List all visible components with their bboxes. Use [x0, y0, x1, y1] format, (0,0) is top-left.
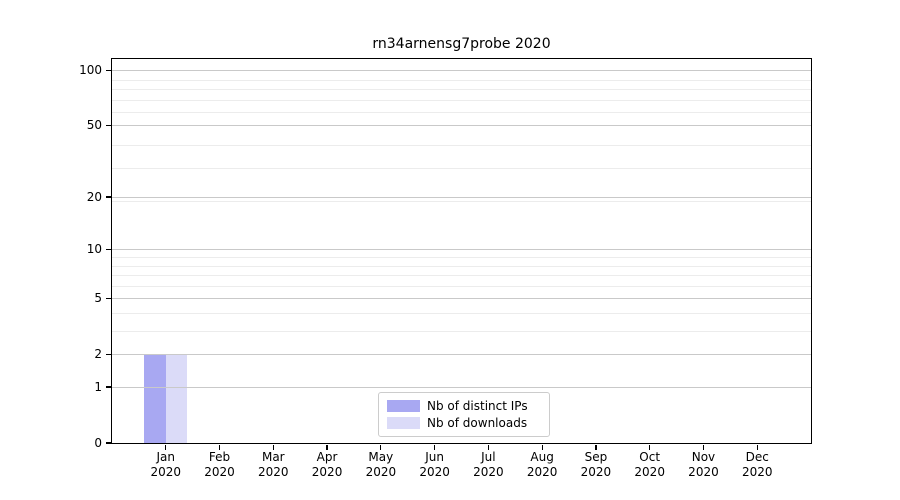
- y-tick-label: 50: [86, 117, 102, 132]
- x-tick-label: Jan 2020: [150, 450, 182, 479]
- x-tick-label: Nov 2020: [688, 450, 719, 479]
- x-tick-label: Sep 2020: [580, 450, 612, 479]
- y-tick-label: 1: [94, 379, 102, 394]
- y-tick: [106, 297, 111, 299]
- minor-gridline: [112, 112, 811, 114]
- x-tick: [165, 445, 167, 450]
- legend-item-downloads: Nb of downloads: [387, 415, 541, 432]
- minor-gridline: [112, 285, 811, 287]
- legend: Nb of distinct IPs Nb of downloads: [378, 392, 550, 437]
- y-tick-label: 2: [94, 346, 102, 361]
- minor-gridline: [112, 331, 811, 332]
- minor-gridline: [112, 275, 811, 277]
- minor-gridline: [112, 265, 811, 267]
- y-tick: [106, 353, 111, 355]
- x-tick-label: Oct 2020: [634, 450, 665, 479]
- legend-swatch-distinct-ips: [387, 400, 420, 413]
- minor-gridline: [112, 312, 811, 314]
- minor-gridline: [112, 168, 811, 170]
- x-tick: [541, 445, 543, 450]
- plot-area: Nb of distinct IPs Nb of downloads: [111, 58, 812, 444]
- x-tick: [326, 445, 328, 450]
- major-gridline: [112, 354, 811, 356]
- y-tick: [106, 69, 111, 71]
- x-tick: [702, 445, 705, 450]
- x-tick: [272, 445, 274, 450]
- y-tick-label: 10: [86, 241, 102, 256]
- x-tick-label: Mar 2020: [258, 450, 289, 479]
- major-gridline: [112, 70, 811, 72]
- bar-distinct-ips-jan: [144, 354, 166, 443]
- x-tick: [433, 445, 436, 450]
- minor-gridline: [112, 79, 811, 81]
- minor-gridline: [112, 145, 811, 146]
- y-tick: [106, 248, 111, 250]
- x-tick-label: Dec 2020: [741, 450, 773, 479]
- y-tick: [106, 386, 111, 388]
- x-tick-label: May 2020: [365, 450, 397, 479]
- y-tick: [106, 124, 111, 127]
- x-tick: [218, 445, 221, 450]
- y-tick-label: 0: [94, 435, 102, 450]
- x-tick: [756, 445, 758, 450]
- major-gridline: [112, 197, 811, 199]
- y-tick-label: 100: [79, 62, 102, 77]
- x-tick: [595, 445, 597, 450]
- bar-downloads-jan: [165, 354, 188, 443]
- minor-gridline: [112, 99, 811, 101]
- y-tick: [106, 442, 111, 444]
- x-tick-label: Jul 2020: [473, 450, 504, 479]
- major-gridline: [112, 298, 811, 300]
- legend-label-downloads: Nb of downloads: [427, 415, 528, 430]
- y-tick-label: 5: [94, 290, 102, 305]
- minor-gridline: [112, 201, 811, 202]
- x-tick-label: Apr 2020: [311, 450, 343, 479]
- legend-item-distinct-ips: Nb of distinct IPs: [387, 398, 541, 415]
- y-tick: [106, 196, 111, 198]
- legend-swatch-downloads: [387, 416, 420, 429]
- x-tick: [649, 445, 651, 450]
- minor-gridline: [112, 256, 811, 258]
- x-tick: [380, 445, 382, 450]
- legend-label-distinct-ips: Nb of distinct IPs: [427, 399, 528, 414]
- x-tick-label: Jun 2020: [419, 450, 450, 479]
- major-gridline: [112, 387, 811, 388]
- minor-gridline: [112, 89, 811, 90]
- x-tick-label: Aug 2020: [526, 450, 558, 479]
- y-tick-label: 20: [86, 189, 102, 204]
- chart-title: rn34arnensg7probe 2020: [372, 36, 551, 52]
- x-tick: [487, 445, 490, 450]
- major-gridline: [112, 125, 811, 127]
- major-gridline: [112, 249, 811, 251]
- x-tick-label: Feb 2020: [204, 450, 235, 479]
